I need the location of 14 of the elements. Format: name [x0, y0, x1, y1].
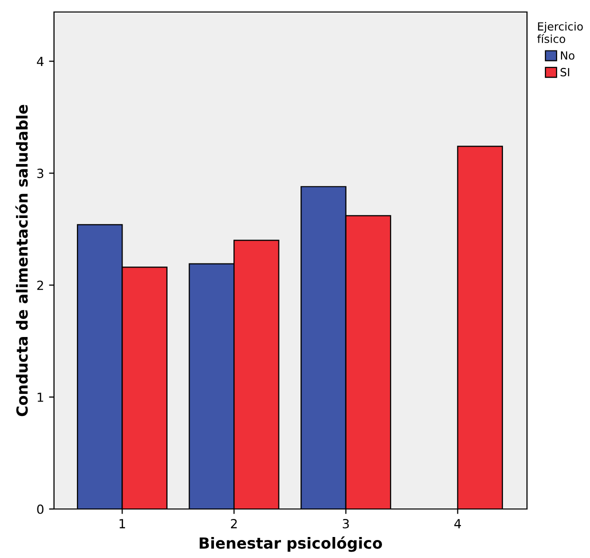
- y-tick-label: 4: [36, 56, 44, 66]
- legend-title: Ejercicio físico: [537, 22, 583, 44]
- y-tick-label: 3: [37, 168, 44, 178]
- y-axis-title: Conducta de alimentación saludable: [15, 104, 28, 416]
- x-tick-label: 4: [454, 519, 461, 528]
- x-tick-label: 3: [342, 518, 349, 528]
- y-tick-label: 0: [37, 504, 44, 514]
- x-tick-label: 1: [120, 519, 126, 528]
- legend-label: SI: [560, 68, 570, 76]
- y-tick-label: 2: [37, 280, 44, 290]
- y-tick-label: 1: [38, 392, 44, 402]
- x-axis-title: Bienestar psicológico: [200, 536, 382, 552]
- legend-label: No: [560, 51, 574, 60]
- x-tick-label: 2: [230, 518, 237, 528]
